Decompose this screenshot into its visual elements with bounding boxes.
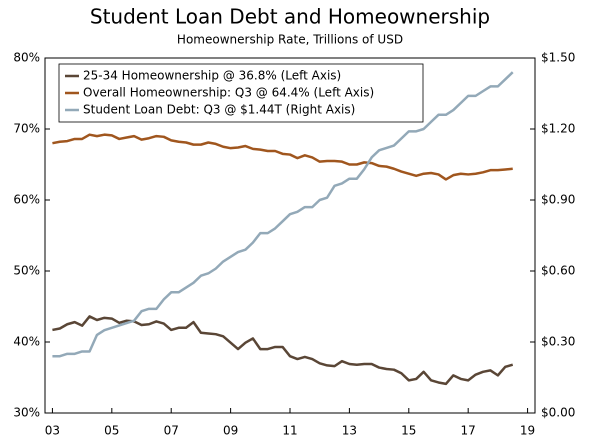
series-line: [52, 71, 514, 358]
x-tick-label: 07: [164, 424, 179, 438]
x-tick-label: 19: [520, 424, 535, 438]
y2-tick-label: $1.20: [541, 122, 575, 136]
x-tick-label: 15: [401, 424, 416, 438]
y2-tick-label: $0.30: [541, 335, 575, 349]
series-line: [52, 133, 513, 181]
chart-subtitle: Homeownership Rate, Trillions of USD: [177, 33, 403, 47]
y-tick-label: 60%: [13, 193, 40, 207]
y-tick-label: 50%: [13, 264, 40, 278]
legend-label: 25-34 Homeownership @ 36.8% (Left Axis): [83, 69, 341, 83]
series-line: [52, 315, 514, 386]
legend-label: Student Loan Debt: Q3 @ $1.44T (Right Ax…: [83, 103, 355, 117]
legend-box: [58, 63, 424, 123]
x-tick-label: 11: [282, 424, 297, 438]
y2-tick-label: $0.90: [541, 193, 575, 207]
chart-title: Student Loan Debt and Homeownership: [90, 5, 490, 29]
x-tick-label: 05: [104, 424, 119, 438]
y2-tick-label: $0.00: [541, 406, 575, 420]
x-tick-label: 13: [342, 424, 357, 438]
legend-label: Overall Homeownership: Q3 @ 64.4% (Left …: [83, 86, 374, 100]
y2-tick-label: $1.50: [541, 51, 575, 65]
x-tick-label: 17: [461, 424, 476, 438]
y-tick-label: 30%: [13, 406, 40, 420]
x-tick-label: 03: [45, 424, 60, 438]
y-tick-label: 70%: [13, 122, 40, 136]
x-tick-label: 09: [223, 424, 238, 438]
y-tick-label: 80%: [13, 51, 40, 65]
y2-tick-label: $0.60: [541, 264, 575, 278]
y-tick-label: 40%: [13, 335, 40, 349]
